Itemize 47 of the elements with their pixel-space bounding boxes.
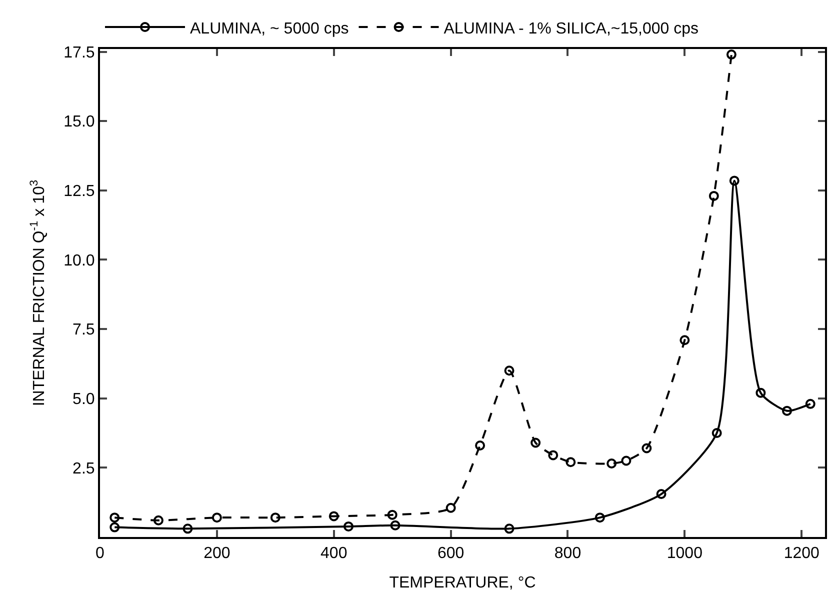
point (343, 521, 354, 532)
point (726, 50, 736, 60)
point (782, 406, 792, 416)
point (182, 524, 193, 534)
x-tick-label: 1000 (666, 545, 703, 562)
x-axis-title: TEMPERATURE, °C (389, 574, 536, 592)
point (390, 520, 400, 530)
point (621, 456, 632, 466)
x-tick-label: 0 (96, 545, 105, 562)
point (656, 489, 666, 500)
point (475, 440, 486, 450)
point (110, 512, 120, 523)
point (756, 388, 766, 398)
point (680, 335, 690, 346)
x-tick-label: 200 (204, 545, 230, 562)
point (566, 457, 576, 468)
point (212, 512, 222, 523)
point (606, 458, 617, 469)
point (712, 428, 722, 438)
point (504, 524, 514, 534)
x-tick-label: 1200 (784, 545, 820, 562)
x-tick-label: 400 (320, 545, 348, 562)
point (594, 512, 605, 523)
y-tick-label: 10.0 (64, 252, 95, 270)
y-tick-label: 5.0 (72, 390, 95, 408)
point (805, 398, 816, 409)
legend-label: ALUMINA, ~ 5000 cps (190, 20, 349, 38)
point (270, 512, 280, 523)
x-tick-label: 800 (554, 545, 582, 562)
legend-label: ALUMINA - 1% SILICA,~15,000 cps (444, 20, 699, 38)
point (530, 438, 541, 448)
point (446, 502, 456, 513)
point (110, 522, 120, 532)
y-tick-label: 17.5 (64, 44, 95, 62)
y-tick-label: 2.5 (72, 460, 95, 478)
point (387, 510, 398, 520)
x-tick-label: 600 (437, 545, 464, 562)
y-tick-label: 7.5 (72, 322, 95, 339)
y-tick-label: 12.5 (64, 183, 95, 200)
point (153, 515, 164, 526)
point (708, 190, 719, 201)
point (729, 176, 740, 186)
y-tick-label: 15.0 (64, 114, 95, 131)
point (548, 450, 558, 460)
point (504, 366, 514, 376)
point (642, 443, 652, 454)
point (328, 511, 339, 522)
